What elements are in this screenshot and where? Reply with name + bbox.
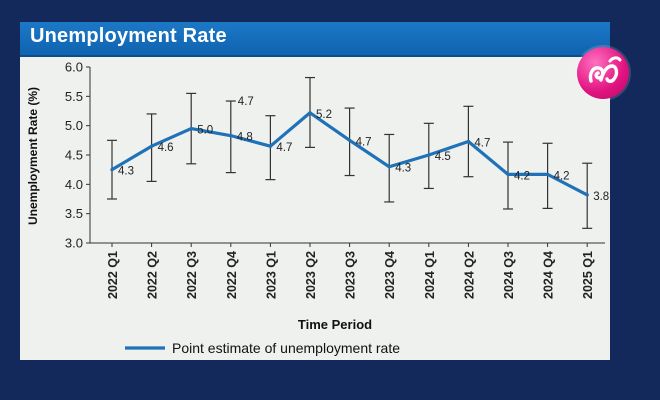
data-label: 4.2 xyxy=(514,170,530,182)
x-tick-label: 2024 Q3 xyxy=(502,251,516,299)
x-tick-label: 2024 Q1 xyxy=(423,251,437,299)
data-point xyxy=(546,172,550,176)
y-tick-label: 5.0 xyxy=(65,118,83,133)
data-point xyxy=(150,144,154,148)
data-label: 5.2 xyxy=(316,109,332,121)
x-tick-label: 2023 Q1 xyxy=(264,251,278,299)
chart-title: Unemployment Rate xyxy=(30,25,227,47)
data-point xyxy=(110,168,114,172)
data-label: 4.5 xyxy=(435,151,451,163)
x-tick-label: 2022 Q2 xyxy=(146,251,160,299)
data-point xyxy=(268,144,272,148)
data-label: 4.2 xyxy=(554,170,570,182)
data-point xyxy=(308,111,312,115)
data-label: 4.7 xyxy=(276,142,292,154)
x-tick-label: 2023 Q3 xyxy=(344,251,358,299)
x-tick-label: 2022 Q4 xyxy=(225,251,239,299)
x-tick-label: 2024 Q4 xyxy=(542,251,556,299)
x-tick-label: 2023 Q2 xyxy=(304,251,318,299)
data-point xyxy=(229,134,233,138)
data-point xyxy=(387,165,391,169)
x-tick-label: 2023 Q4 xyxy=(383,251,397,299)
annotation-label: 4.7 xyxy=(238,96,254,108)
data-label: 4.3 xyxy=(118,166,134,178)
data-label: 3.8 xyxy=(593,191,609,203)
y-tick-label: 3.0 xyxy=(65,236,83,251)
y-tick-label: 3.5 xyxy=(65,206,83,221)
chart-panel: Unemployment Rate xyxy=(20,22,610,360)
data-point xyxy=(585,193,589,197)
legend-label: Point estimate of unemployment rate xyxy=(172,340,400,356)
x-tick-label: 2024 Q2 xyxy=(462,251,476,299)
x-tick-label: 2022 Q3 xyxy=(185,251,199,299)
title-divider xyxy=(20,55,610,57)
data-point xyxy=(189,127,193,131)
x-axis-title: Time Period xyxy=(298,317,372,332)
data-label: 5.0 xyxy=(197,125,213,137)
brand-logo-icon xyxy=(588,56,622,83)
data-point xyxy=(506,172,510,176)
x-tick-label: 2025 Q1 xyxy=(581,251,595,299)
y-tick-label: 4.5 xyxy=(65,148,83,163)
x-tick-label: 2022 Q1 xyxy=(106,251,120,299)
data-label: 4.3 xyxy=(395,163,411,175)
data-label: 4.7 xyxy=(356,136,372,148)
y-tick-label: 5.5 xyxy=(65,89,83,104)
y-tick-label: 6.0 xyxy=(65,60,83,75)
data-label: 4.7 xyxy=(474,138,490,150)
y-tick-label: 4.0 xyxy=(65,177,83,192)
data-point xyxy=(466,139,470,144)
brand-logo xyxy=(577,47,629,99)
data-label: 4.6 xyxy=(158,142,174,154)
title-bar: Unemployment Rate xyxy=(20,22,610,55)
y-axis-title: Unemployment Rate (%) xyxy=(26,87,40,225)
data-point xyxy=(348,138,352,142)
data-label: 4.8 xyxy=(237,132,253,144)
data-point xyxy=(427,153,431,157)
